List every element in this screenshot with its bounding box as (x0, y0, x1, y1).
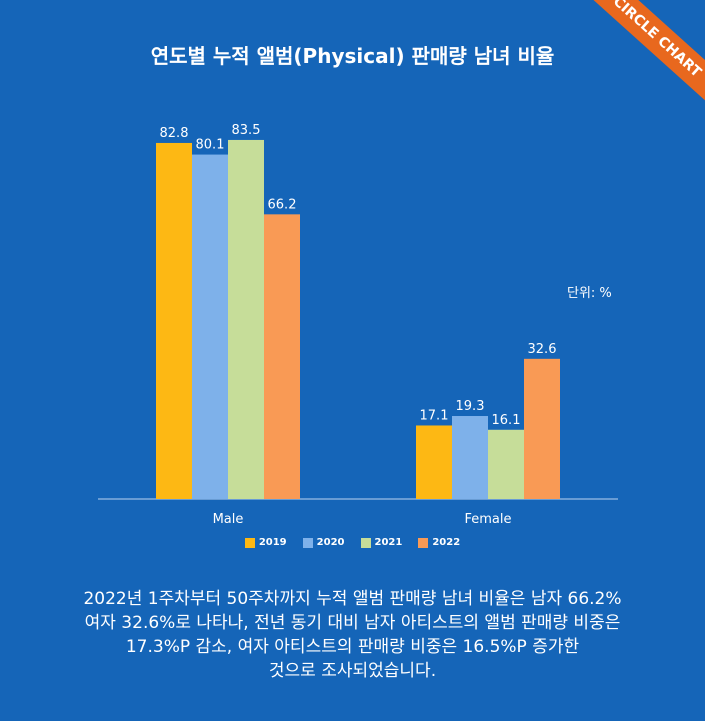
legend-label: 2022 (432, 537, 461, 548)
legend-item-2022: 2022 (418, 537, 460, 548)
chart-legend: 2019 2020 2021 2022 (0, 537, 705, 548)
bar-chart: 82.8 80.1 83.5 66.2 Male 17.1 19.3 16.1 32.6 Fema… (98, 123, 618, 527)
category-label-male: Male (213, 512, 244, 527)
legend-item-2019: 2019 (244, 537, 287, 548)
bar-male-2020 (192, 154, 228, 499)
bar-male-2019 (156, 142, 192, 499)
legend-swatch (360, 537, 371, 548)
bar-female-2020 (452, 416, 488, 499)
data-label: 82.8 (160, 126, 189, 141)
legend-swatch (418, 537, 429, 548)
caption-line: 2022년 1주차부터 50주차까지 누적 앨범 판매량 남녀 비율은 남자 6… (83, 589, 622, 609)
data-label: 17.1 (420, 408, 449, 423)
summary-caption: 2022년 1주차부터 50주차까지 누적 앨범 판매량 남녀 비율은 남자 6… (20, 587, 685, 683)
bar-male-2022 (264, 214, 300, 499)
legend-item-2020: 2020 (302, 537, 345, 548)
bar-female-2019 (416, 425, 452, 499)
category-label-female: Female (464, 512, 511, 527)
chart-title: 연도별 누적 앨범(Physical) 판매량 남녀 비율 (150, 44, 555, 68)
legend-label: 2019 (258, 537, 287, 548)
data-label: 16.1 (492, 413, 521, 428)
bar-female-2021 (488, 429, 524, 499)
legend-item-2021: 2021 (360, 537, 403, 548)
caption-line: 것으로 조사되었습니다. (268, 661, 437, 681)
data-label: 66.2 (268, 197, 297, 212)
legend-label: 2020 (316, 537, 345, 548)
data-label: 83.5 (232, 123, 261, 138)
unit-label: 단위: % (567, 286, 612, 301)
data-label: 19.3 (456, 399, 485, 414)
caption-line: 여자 32.6%로 나타나, 전년 동기 대비 남자 아티스트의 앨범 판매량 … (84, 613, 621, 633)
legend-label: 2021 (374, 537, 403, 548)
bar-female-2022 (524, 358, 560, 499)
data-label: 32.6 (528, 342, 557, 357)
caption-line: 17.3%P 감소, 여자 아티스트의 판매량 비중은 16.5%P 증가한 (125, 637, 580, 657)
data-label: 80.1 (196, 138, 225, 153)
legend-swatch (244, 537, 255, 548)
legend-swatch (302, 537, 313, 548)
bar-male-2021 (228, 139, 264, 499)
